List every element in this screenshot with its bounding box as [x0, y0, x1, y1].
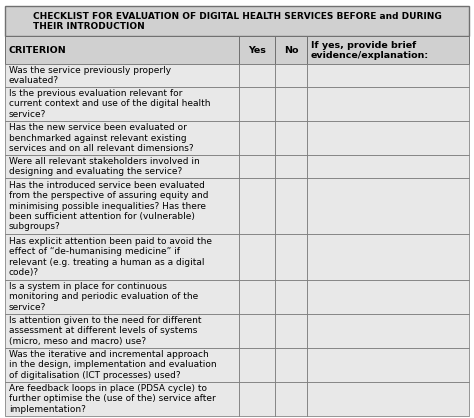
Bar	[239, 314, 275, 348]
Bar	[239, 280, 275, 314]
Bar	[307, 36, 469, 64]
Text: Is attention given to the need for different
assessment at different levels of s: Is attention given to the need for diffe…	[9, 316, 201, 346]
Bar	[307, 314, 469, 348]
Bar	[5, 382, 239, 416]
Bar	[275, 382, 307, 416]
Bar	[307, 155, 469, 178]
Text: CRITERION: CRITERION	[9, 46, 66, 55]
Bar	[239, 121, 275, 155]
Text: Was the iterative and incremental approach
in the design, implementation and eva: Was the iterative and incremental approa…	[9, 350, 216, 380]
Bar	[275, 280, 307, 314]
Bar	[239, 36, 275, 64]
Bar	[239, 64, 275, 87]
Text: If yes, provide brief
evidence/explanation:: If yes, provide brief evidence/explanati…	[310, 41, 429, 60]
Bar	[5, 280, 239, 314]
Bar	[307, 280, 469, 314]
Bar	[239, 87, 275, 121]
Text: No: No	[283, 46, 298, 55]
Bar	[239, 234, 275, 280]
Bar	[275, 155, 307, 178]
Bar	[275, 314, 307, 348]
Bar	[275, 87, 307, 121]
Bar	[5, 121, 239, 155]
Bar	[307, 87, 469, 121]
Bar	[239, 178, 275, 234]
Bar	[239, 382, 275, 416]
Bar	[5, 178, 239, 234]
Bar	[239, 348, 275, 382]
Bar	[5, 6, 469, 36]
Bar	[307, 178, 469, 234]
Bar	[239, 155, 275, 178]
Bar	[5, 155, 239, 178]
Bar	[307, 234, 469, 280]
Bar	[275, 36, 307, 64]
Text: Is a system in place for continuous
monitoring and periodic evaluation of the
se: Is a system in place for continuous moni…	[9, 282, 198, 312]
Text: Has the new service been evaluated or
benchmarked against relevant existing
serv: Has the new service been evaluated or be…	[9, 123, 193, 153]
Text: Yes: Yes	[248, 46, 266, 55]
Bar	[307, 382, 469, 416]
Bar	[275, 64, 307, 87]
Text: CHECKLIST FOR EVALUATION OF DIGITAL HEALTH SERVICES BEFORE and DURING
THEIR INTR: CHECKLIST FOR EVALUATION OF DIGITAL HEAL…	[33, 12, 441, 31]
Text: Has explicit attention been paid to avoid the
effect of “de-humanising medicine”: Has explicit attention been paid to avoi…	[9, 237, 212, 277]
Bar	[275, 121, 307, 155]
Bar	[5, 348, 239, 382]
Bar	[307, 64, 469, 87]
Bar	[5, 87, 239, 121]
Text: Was the service previously properly
evaluated?: Was the service previously properly eval…	[9, 66, 171, 85]
Bar	[5, 64, 239, 87]
Text: Are feedback loops in place (PDSA cycle) to
further optimise the (use of the) se: Are feedback loops in place (PDSA cycle)…	[9, 384, 216, 414]
Bar	[5, 314, 239, 348]
Bar	[5, 234, 239, 280]
Text: Is the previous evaluation relevant for
current context and use of the digital h: Is the previous evaluation relevant for …	[9, 89, 210, 119]
Bar	[307, 348, 469, 382]
Bar	[275, 178, 307, 234]
Bar	[275, 348, 307, 382]
Bar	[5, 36, 239, 64]
Text: Were all relevant stakeholders involved in
designing and evaluating the service?: Were all relevant stakeholders involved …	[9, 157, 200, 176]
Bar	[275, 234, 307, 280]
Text: Has the introduced service been evaluated
from the perspective of assuring equit: Has the introduced service been evaluate…	[9, 181, 208, 231]
Bar	[307, 121, 469, 155]
